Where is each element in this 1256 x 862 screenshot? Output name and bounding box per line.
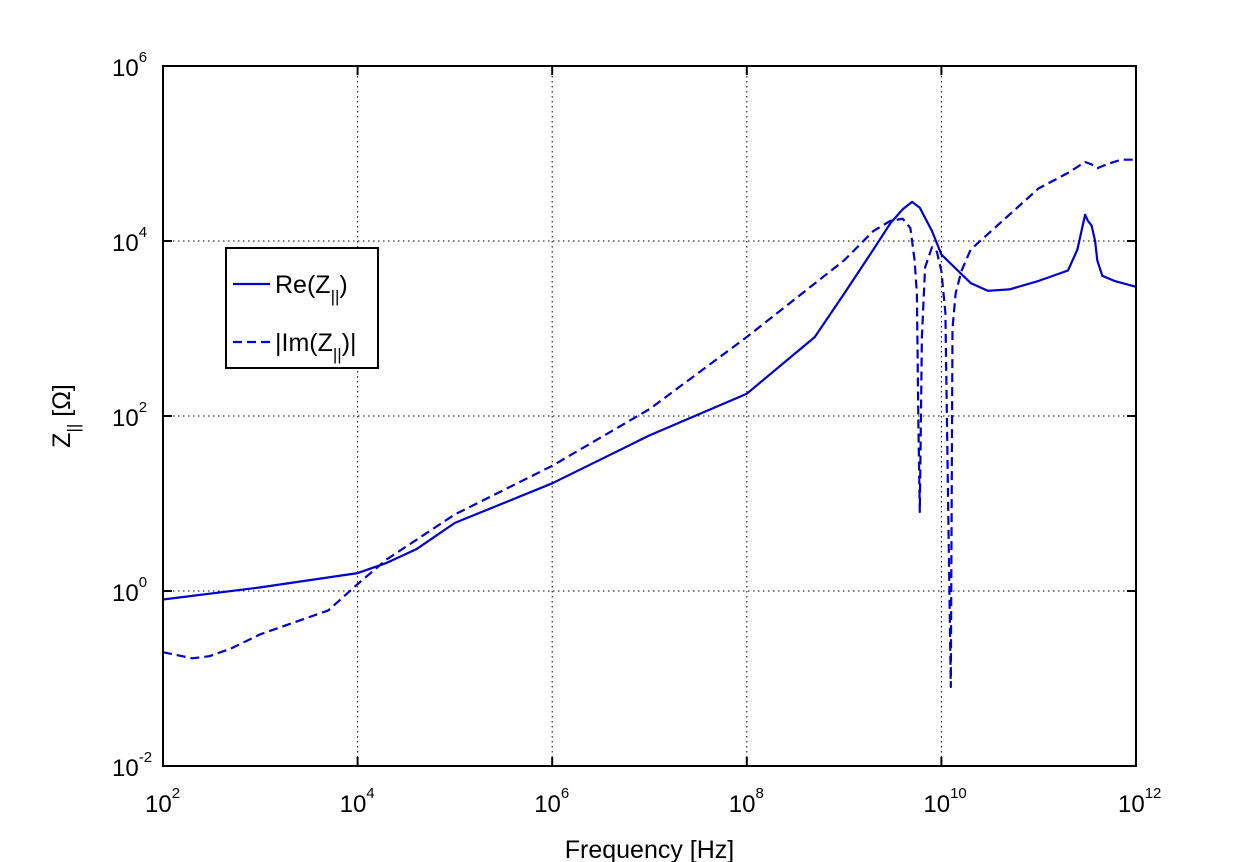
x-tick-label: 104 [340,785,375,818]
grid-lines [163,66,1136,766]
x-tick-label: 1012 [1118,785,1161,818]
series-re-line [162,200,1137,601]
legend-im-label: |Im(Z||)| [275,329,357,364]
y-tick-label: 106 [112,49,147,82]
y-tick-label: 100 [112,574,147,607]
y-axis-label-text: Z|| [Ω] [48,384,83,448]
x-tick-label: 1010 [923,785,966,818]
x-tick-label: 102 [145,785,180,818]
x-tick-label: 106 [534,785,569,818]
x-tick-label: 108 [729,785,764,818]
y-axis-label: Z|| [Ω] [48,384,83,448]
y-tick-labels: 10-2 100 102 104 106 [112,49,152,782]
y-tick-label: 10-2 [112,749,152,782]
tick-marks [162,65,1137,767]
y-tick-label: 104 [112,224,147,257]
series-im-line [162,158,1136,689]
y-tick-label: 102 [112,399,147,432]
legend-box [225,247,379,369]
series-layer [162,158,1137,689]
legend-re-label: Re(Z||) [275,271,348,306]
x-axis-label: Frequency [Hz] [565,836,735,862]
legend: Re(Z||) |Im(Z||)| [225,247,379,369]
x-tick-labels: 102 104 106 108 1010 1012 [145,785,1161,818]
